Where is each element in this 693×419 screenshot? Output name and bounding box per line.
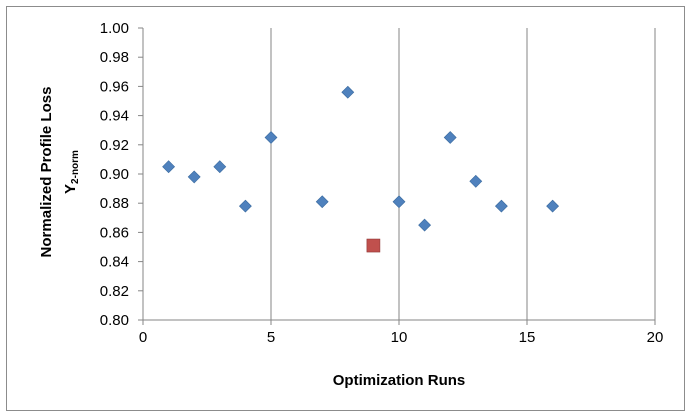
y-tick-label: 1.00 (100, 20, 129, 37)
x-tick-label: 5 (267, 329, 275, 346)
x-tick-label: 20 (647, 329, 664, 346)
y-tick-label: 0.90 (100, 166, 129, 183)
y-tick-label: 0.82 (100, 283, 129, 300)
x-tick-label: 15 (519, 329, 536, 346)
y-axis-symbol: Y2-norm (62, 150, 81, 194)
y-tick-label: 0.92 (100, 137, 129, 154)
data-points (162, 85, 560, 253)
data-point-diamond (162, 160, 176, 174)
y-tick-label: 0.80 (100, 312, 129, 329)
y-tick-label: 0.88 (100, 195, 129, 212)
data-point-diamond (494, 199, 508, 213)
x-tick-label: 10 (391, 329, 408, 346)
y-axis-symbol-group: Y2-norm (62, 150, 81, 194)
tick-marks (138, 27, 656, 325)
y-axis-symbol-main: Y (62, 184, 79, 194)
tick-labels: 0 5 10 15 20 0.80 0.82 0.84 0.86 0.88 0.90 0.92 0.94… (100, 20, 664, 346)
data-point-diamond (546, 199, 560, 213)
y-tick-label: 0.98 (100, 49, 129, 66)
data-point-diamond (187, 170, 201, 184)
y-axis-symbol-subscript: 2-norm (70, 150, 81, 184)
x-tick-label: 0 (139, 329, 147, 346)
y-tick-label: 0.84 (100, 254, 129, 271)
data-point-diamond (469, 174, 483, 188)
y-tick-label: 0.94 (100, 108, 129, 125)
y-tick-label: 0.86 (100, 224, 129, 241)
gridlines (270, 28, 656, 320)
y-tick-label: 0.96 (100, 78, 129, 95)
y-axis-title-group: Normalized Profile Loss (38, 87, 55, 258)
data-point-diamond (315, 195, 329, 209)
data-point-diamond (418, 218, 432, 232)
data-point-diamond (341, 85, 355, 99)
data-point-square (366, 238, 381, 253)
data-point-diamond (392, 195, 406, 209)
y-axis-title: Normalized Profile Loss (38, 87, 55, 258)
data-point-diamond (238, 199, 252, 213)
chart-frame (6, 6, 685, 411)
data-point-diamond (443, 131, 457, 144)
x-axis-title: Optimization Runs (333, 372, 466, 389)
data-point-diamond (213, 160, 227, 174)
data-point-diamond (264, 131, 278, 144)
